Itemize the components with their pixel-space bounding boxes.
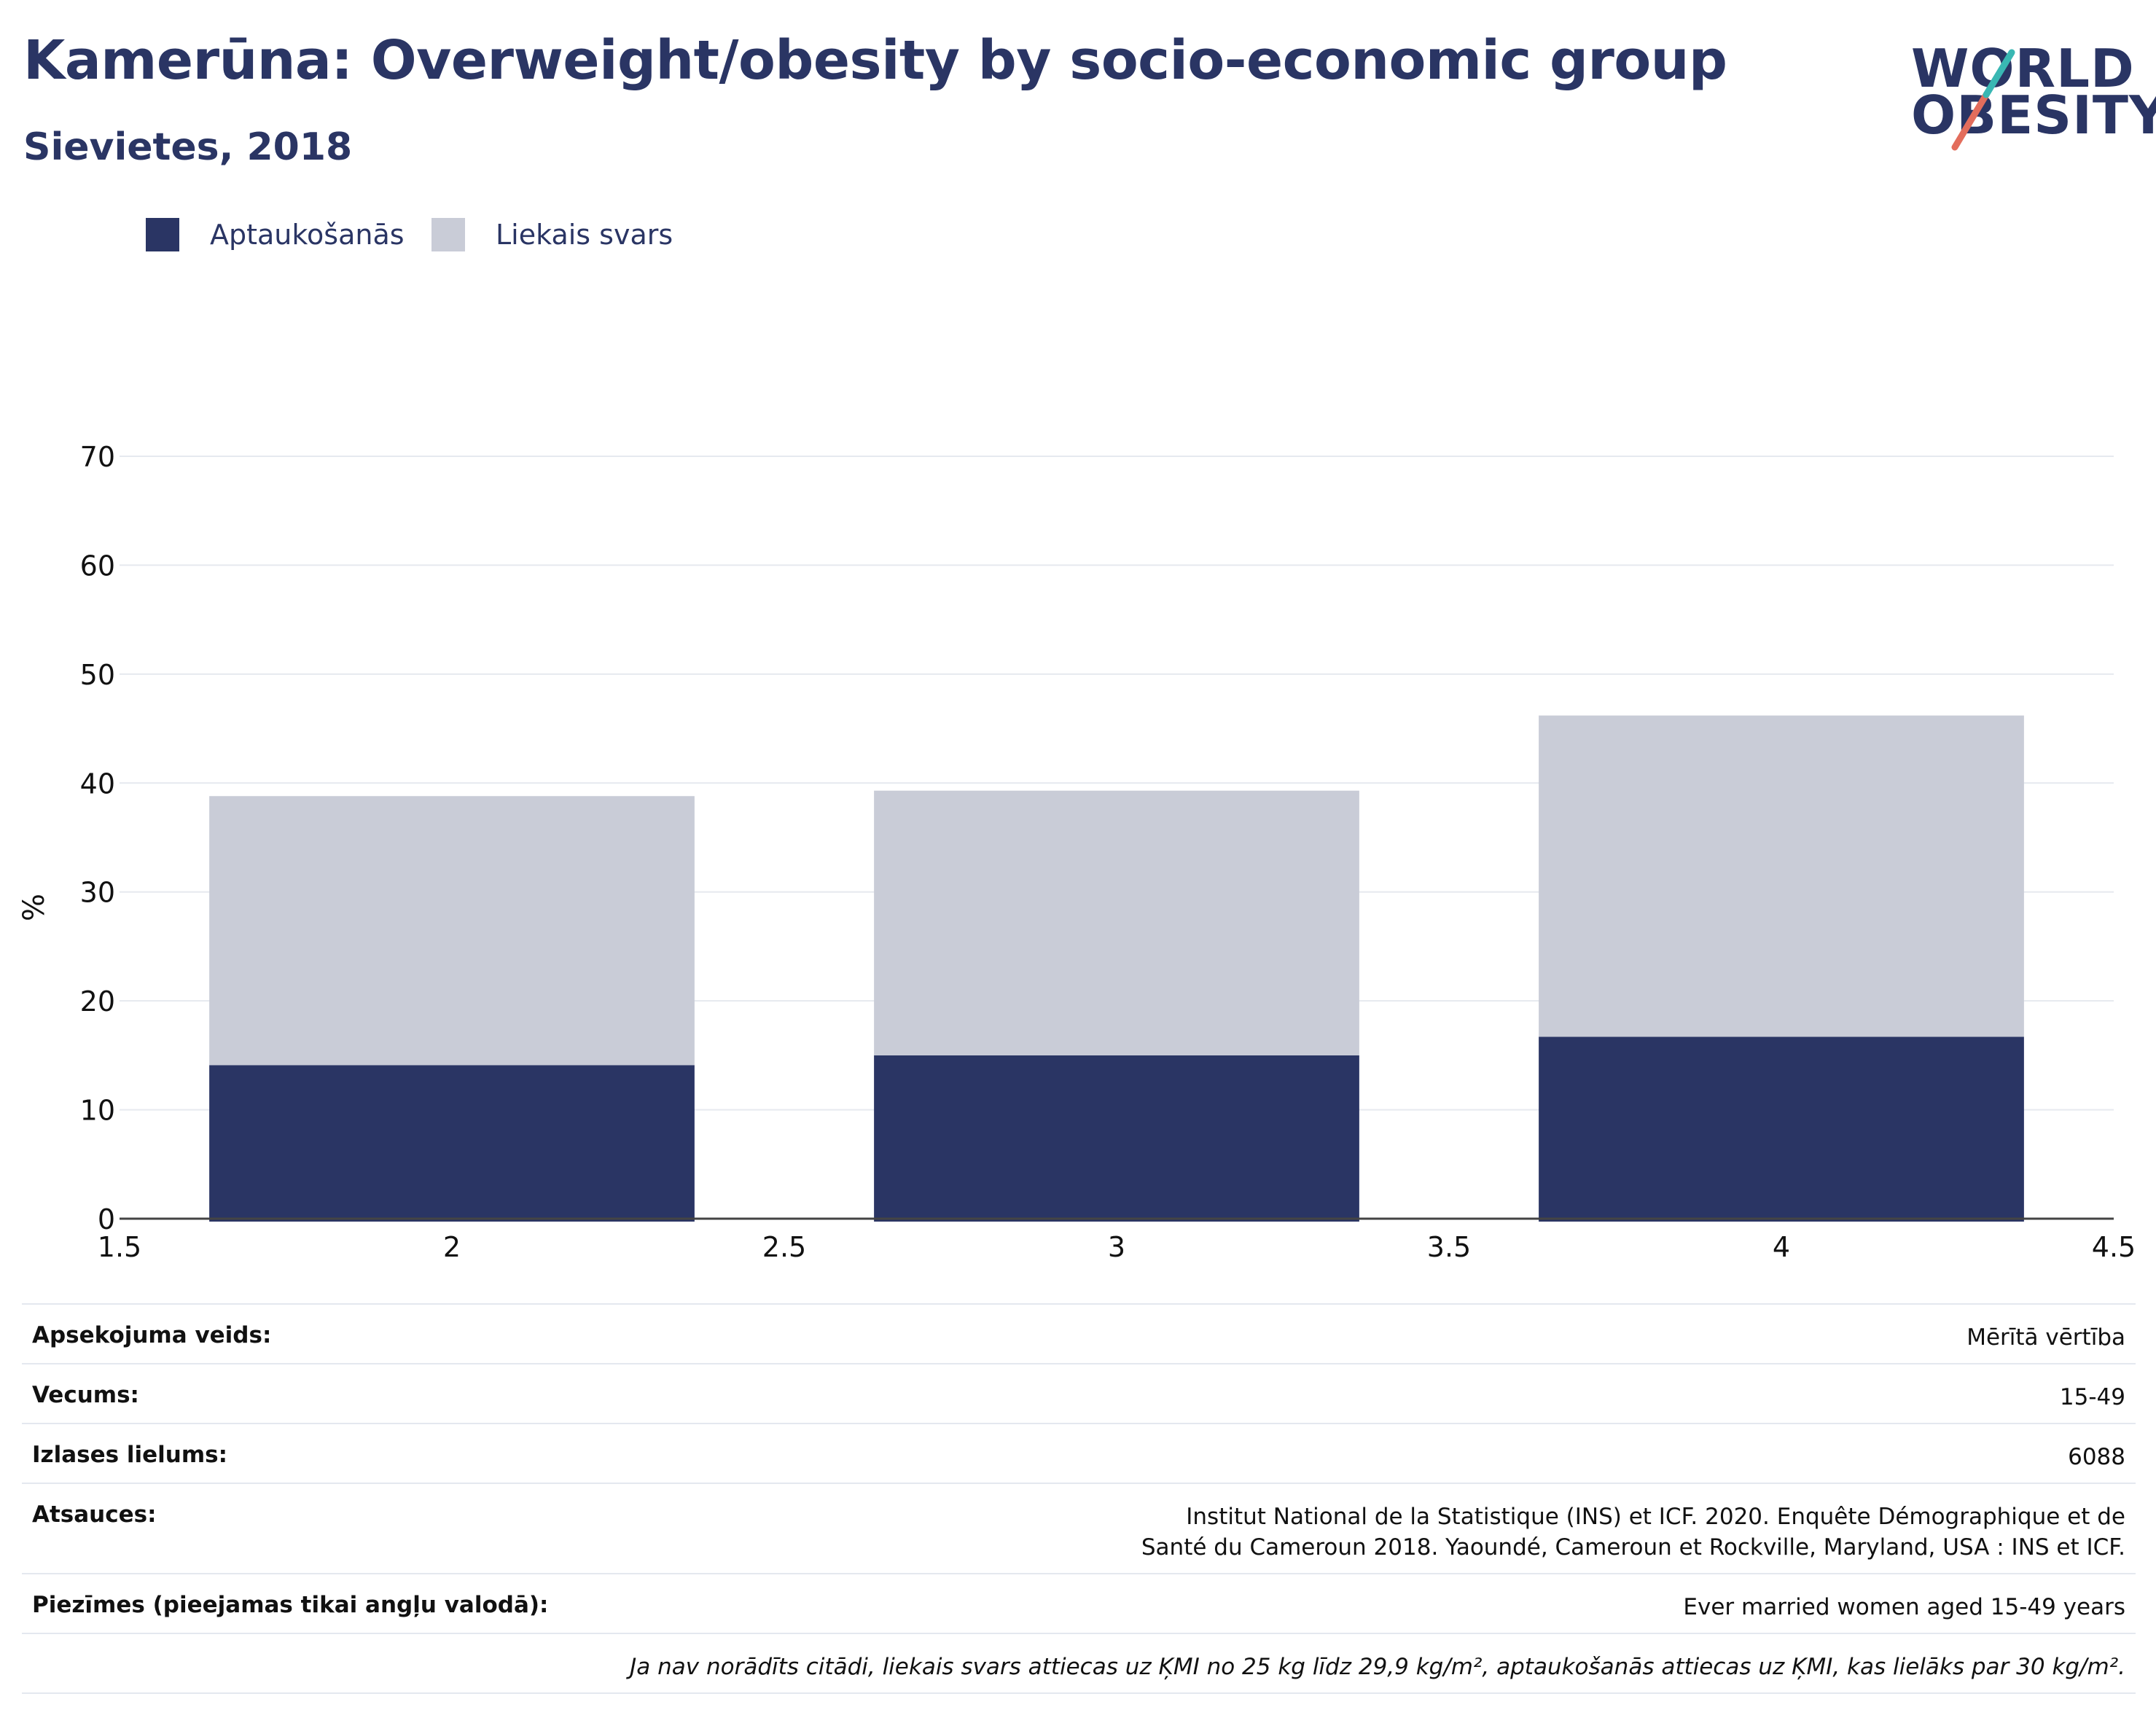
info-key: Piezīmes (pieejamas tikai angļu valodā): [22, 1573, 559, 1633]
bar-obesity [874, 1055, 1359, 1222]
legend-label-overweight: Liekais svars [496, 219, 673, 251]
y-tick-label: 60 [80, 550, 115, 582]
info-value: Mērītā vērtība [558, 1303, 2136, 1364]
info-value: Institut National de la Statistique (INS… [558, 1483, 2136, 1574]
x-tick-label: 2.5 [762, 1231, 806, 1263]
y-axis-label: % [17, 894, 51, 921]
info-value: 6088 [558, 1423, 2136, 1483]
info-value: Ja nav norādīts citādi, liekais svars at… [558, 1633, 2136, 1694]
y-tick-label: 30 [80, 877, 115, 909]
info-row-notes: Piezīmes (pieejamas tikai angļu valodā):… [22, 1573, 2136, 1633]
logo-slash-icon [1951, 49, 2015, 151]
x-tick-label: 2 [443, 1231, 461, 1263]
world-obesity-logo: WORLD OBESITY [1895, 22, 2156, 153]
x-tick-label: 3.5 [1427, 1231, 1471, 1263]
y-tick-label: 10 [80, 1095, 115, 1127]
x-tick-label: 1.5 [98, 1231, 141, 1263]
y-tick-label: 70 [80, 441, 115, 473]
info-table: Apsekojuma veids: Mērītā vērtība Vecums:… [22, 1303, 2136, 1694]
bar-overweight [1539, 715, 2024, 1037]
info-row-sample-size: Izlases lielums: 6088 [22, 1423, 2136, 1483]
bar-obesity [1539, 1036, 2024, 1222]
page-subtitle: Sievietes, 2018 [23, 125, 353, 169]
info-key: Atsauces: [22, 1483, 559, 1574]
info-row-age: Vecums: 15-49 [22, 1363, 2136, 1423]
y-tick-label: 50 [80, 659, 115, 691]
info-value: Ever married women aged 15-49 years [558, 1573, 2136, 1633]
y-tick-label: 0 [98, 1203, 115, 1235]
legend-swatch-overweight [431, 218, 465, 251]
info-value: 15-49 [558, 1363, 2136, 1423]
info-row-survey-type: Apsekojuma veids: Mērītā vērtība [22, 1303, 2136, 1364]
info-row-definition-note: Ja nav norādīts citādi, liekais svars at… [22, 1633, 2136, 1694]
info-row-references: Atsauces: Institut National de la Statis… [22, 1483, 2136, 1574]
info-key: Vecums: [22, 1363, 559, 1423]
x-tick-label: 4.5 [2092, 1231, 2136, 1263]
y-tick-label: 20 [80, 985, 115, 1018]
stacked-bar-chart: 0 10 20 30 40 50 60 70 1.5 2 2.5 3 3.5 4 4.5% [17, 441, 2136, 1263]
x-tick-label: 4 [1773, 1231, 1790, 1263]
logo-word-obesity: OBESITY [1911, 85, 2156, 146]
info-key: Apsekojuma veids: [22, 1303, 559, 1364]
info-key [22, 1633, 559, 1694]
x-tick-label: 3 [1108, 1231, 1125, 1263]
bar-overweight [874, 790, 1359, 1055]
legend-label-obesity: Aptaukošanās [210, 219, 405, 251]
page-title: Kamerūna: Overweight/obesity by socio-ec… [23, 29, 1727, 92]
bar-overweight [209, 796, 695, 1066]
bar-obesity [209, 1065, 695, 1222]
legend-swatch-obesity [146, 218, 179, 251]
y-tick-label: 40 [80, 768, 115, 800]
info-key: Izlases lielums: [22, 1423, 559, 1483]
logo-word-world: WORLD [1911, 38, 2135, 99]
